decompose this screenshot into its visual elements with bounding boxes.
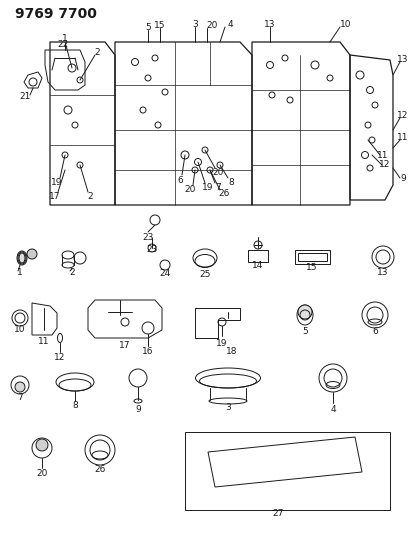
Circle shape <box>297 305 311 319</box>
Text: 7: 7 <box>215 182 220 191</box>
Text: 12: 12 <box>378 159 390 168</box>
Text: 5: 5 <box>301 327 307 336</box>
Text: 13: 13 <box>376 268 388 277</box>
Circle shape <box>36 439 48 451</box>
Text: 8: 8 <box>227 177 233 187</box>
Text: 7: 7 <box>17 393 23 402</box>
Text: 4: 4 <box>227 20 232 28</box>
Text: 8: 8 <box>72 401 78 410</box>
Text: 14: 14 <box>252 261 263 270</box>
Text: 10: 10 <box>14 326 26 335</box>
Text: 20: 20 <box>36 470 47 479</box>
Text: 6: 6 <box>177 175 182 184</box>
Text: 24: 24 <box>159 269 170 278</box>
Bar <box>184 432 389 510</box>
Text: 12: 12 <box>396 110 408 119</box>
Text: 20: 20 <box>184 184 195 193</box>
Text: 17: 17 <box>119 341 130 350</box>
Text: 10: 10 <box>339 20 351 28</box>
Text: 3: 3 <box>225 403 230 413</box>
Text: 11: 11 <box>376 150 388 159</box>
Text: 23: 23 <box>142 232 153 241</box>
Text: 21: 21 <box>19 92 31 101</box>
Text: 18: 18 <box>226 348 237 357</box>
Text: 19: 19 <box>202 182 213 191</box>
Text: 1: 1 <box>62 34 68 43</box>
Text: 20: 20 <box>206 20 217 29</box>
Text: 27: 27 <box>272 510 283 519</box>
Text: 17: 17 <box>49 191 61 200</box>
Text: 3: 3 <box>192 20 198 28</box>
Text: 13: 13 <box>264 20 275 28</box>
Bar <box>297 253 326 261</box>
Text: 11: 11 <box>396 133 408 141</box>
Text: 1: 1 <box>17 268 23 277</box>
Text: 6: 6 <box>371 327 377 336</box>
Text: 9: 9 <box>135 406 141 415</box>
Text: 2: 2 <box>69 268 74 277</box>
Text: 2: 2 <box>94 47 99 56</box>
Text: 15: 15 <box>306 262 317 271</box>
Text: 9: 9 <box>399 174 405 182</box>
Text: 26: 26 <box>218 189 229 198</box>
Text: 2: 2 <box>87 191 92 200</box>
Ellipse shape <box>17 251 27 265</box>
Text: 23: 23 <box>146 245 157 254</box>
Text: 13: 13 <box>396 54 408 63</box>
Text: 25: 25 <box>199 270 210 279</box>
Text: 16: 16 <box>142 348 153 357</box>
Bar <box>247 250 267 262</box>
Text: 5: 5 <box>145 22 151 31</box>
Text: 11: 11 <box>38 337 49 346</box>
Circle shape <box>27 249 37 259</box>
Text: 12: 12 <box>54 352 65 361</box>
Text: 19: 19 <box>216 338 227 348</box>
Text: 26: 26 <box>94 465 106 474</box>
Bar <box>294 250 329 264</box>
Text: 4: 4 <box>329 406 335 415</box>
Text: 9769 7700: 9769 7700 <box>15 7 97 21</box>
Text: 22: 22 <box>57 39 68 49</box>
Text: 19: 19 <box>51 177 63 187</box>
Text: 15: 15 <box>154 20 165 29</box>
Text: 20: 20 <box>212 167 223 176</box>
Circle shape <box>15 382 25 392</box>
